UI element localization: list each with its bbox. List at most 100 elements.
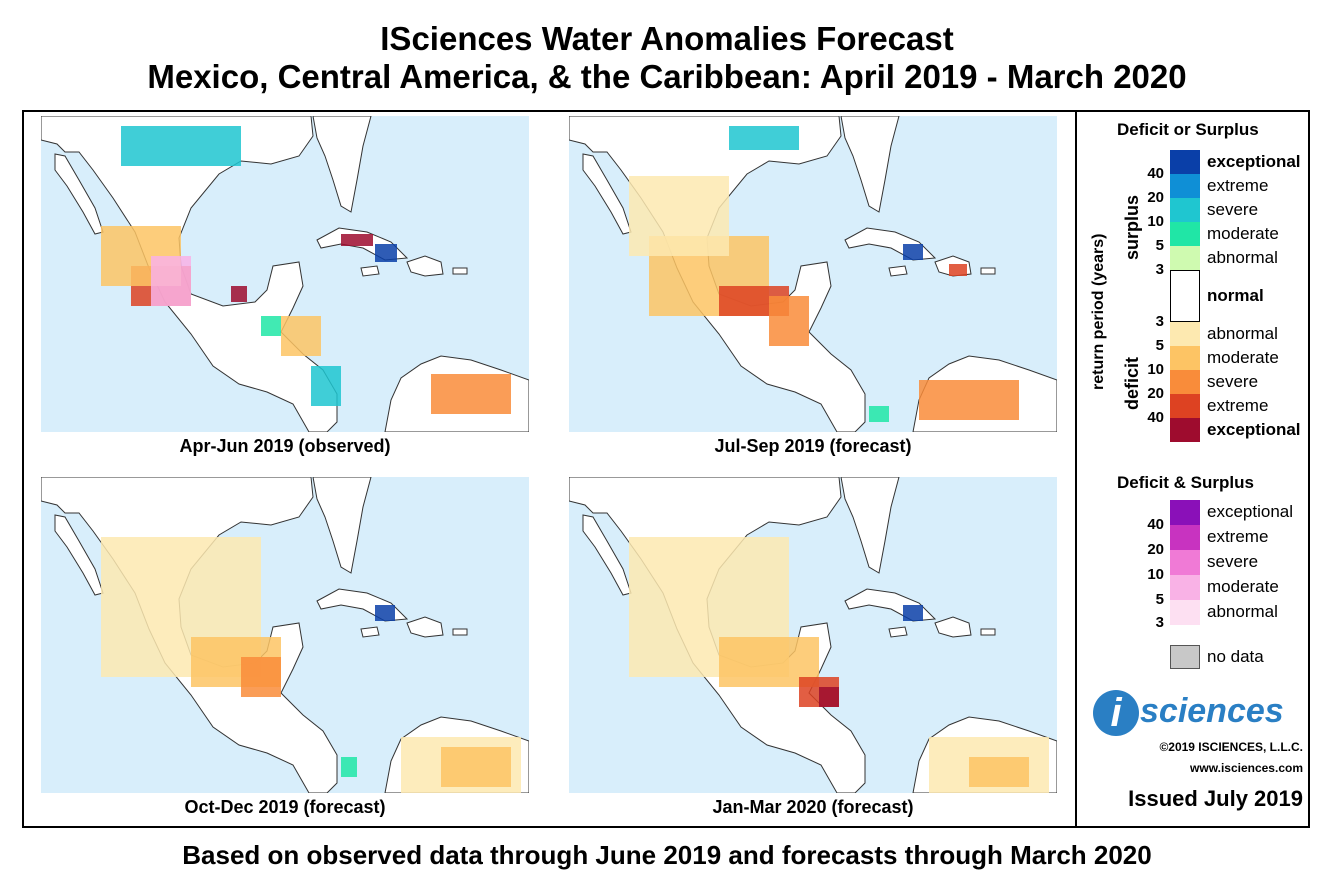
label-both-severe: severe	[1207, 552, 1259, 571]
panel-caption-oct-dec: Oct-Dec 2019 (forecast)	[184, 797, 386, 817]
label-deficit-exceptional: exceptional	[1207, 420, 1301, 439]
map-panel-jan-mar	[569, 477, 1057, 793]
label-surplus-extreme: extreme	[1207, 176, 1269, 195]
legend-axis-label: return period (years)	[1090, 233, 1107, 390]
deficit-num-5: 5	[1155, 337, 1164, 354]
map-panel-oct-dec	[41, 477, 529, 793]
label-normal: normal	[1207, 286, 1264, 305]
anomaly-cell	[281, 316, 321, 356]
surplus-num-5: 5	[1155, 237, 1164, 254]
swatch-surplus-severe	[1170, 198, 1200, 222]
both-num-10: 10	[1147, 566, 1164, 583]
anomaly-cell	[819, 687, 839, 707]
label-deficit-severe: severe	[1207, 372, 1259, 391]
label-deficit-extreme: extreme	[1207, 396, 1269, 415]
label-both-extreme: extreme	[1207, 527, 1269, 546]
map-subtitle: Mexico, Central America, & the Caribbean…	[147, 58, 1187, 95]
deficit-num-10: 10	[1147, 361, 1164, 378]
panel-caption-jul-sep: Jul-Sep 2019 (forecast)	[714, 436, 912, 456]
swatch-both-extreme	[1170, 525, 1200, 550]
map-apr-jun	[41, 116, 529, 432]
map-anomaly-cells	[101, 126, 511, 414]
anomaly-cell	[919, 380, 1019, 420]
anomaly-cell	[969, 757, 1029, 787]
label-both-exceptional: exceptional	[1207, 502, 1294, 521]
panel-caption-apr-jun: Apr-Jun 2019 (observed)	[179, 436, 391, 456]
anomaly-cell	[949, 264, 967, 276]
surplus-num-40: 40	[1147, 165, 1164, 182]
both-num-40: 40	[1147, 516, 1164, 533]
panel-caption-jan-mar: Jan-Mar 2020 (forecast)	[712, 797, 914, 817]
footer-note: Based on observed data through June 2019…	[182, 840, 1152, 870]
both-num-20: 20	[1147, 541, 1164, 558]
anomaly-cell	[151, 256, 191, 306]
swatch-both-severe	[1170, 550, 1200, 575]
anomaly-cell	[261, 316, 281, 336]
swatch-deficit-severe	[1170, 370, 1200, 394]
isciences-logo-text: sciences	[1140, 692, 1284, 730]
map-jan-mar	[569, 477, 1057, 793]
label-both-moderate: moderate	[1207, 577, 1279, 596]
surplus-num-10: 10	[1147, 213, 1164, 230]
label-deficit-moderate: moderate	[1207, 348, 1279, 367]
map-anomaly-cells	[629, 537, 1049, 793]
swatch-deficit-moderate	[1170, 346, 1200, 370]
anomaly-cell	[729, 126, 799, 150]
legend-title-deficit-and-surplus: Deficit & Surplus	[1117, 473, 1254, 492]
anomaly-cell	[431, 374, 511, 414]
anomaly-cell	[441, 747, 511, 787]
both-num-3: 3	[1155, 614, 1164, 631]
map-oct-dec	[41, 477, 529, 793]
swatch-normal	[1170, 270, 1200, 322]
anomaly-cell	[341, 234, 373, 246]
legend-title-deficit-or-surplus: Deficit or Surplus	[1117, 120, 1259, 139]
surplus-num-3: 3	[1155, 261, 1164, 278]
deficit-num-40: 40	[1147, 409, 1164, 426]
anomaly-cell	[121, 126, 241, 166]
deficit-num-3: 3	[1155, 313, 1164, 330]
anomaly-cell	[869, 406, 889, 422]
label-surplus-abnormal: abnormal	[1207, 248, 1278, 267]
anomaly-cell	[231, 286, 247, 302]
anomaly-cell	[375, 605, 395, 621]
issued-date: Issued July 2019	[1128, 786, 1303, 811]
figure-frame	[22, 110, 1310, 828]
swatch-surplus-moderate	[1170, 222, 1200, 246]
swatch-deficit-abnormal	[1170, 322, 1200, 346]
label-no-data: no data	[1207, 647, 1264, 666]
map-title: ISciences Water Anomalies Forecast	[380, 20, 954, 57]
label-surplus-exceptional: exceptional	[1207, 152, 1301, 171]
swatch-both-abnormal	[1170, 600, 1200, 625]
map-anomaly-cells	[629, 126, 1019, 422]
anomaly-cell	[903, 244, 923, 260]
swatch-both-exceptional	[1170, 500, 1200, 525]
swatch-no-data	[1170, 645, 1200, 669]
label-surplus-moderate: moderate	[1207, 224, 1279, 243]
label-deficit-abnormal: abnormal	[1207, 324, 1278, 343]
swatch-surplus-abnormal	[1170, 246, 1200, 270]
swatch-both-moderate	[1170, 575, 1200, 600]
anomaly-cell	[629, 176, 729, 256]
both-num-5: 5	[1155, 591, 1164, 608]
swatch-deficit-exceptional	[1170, 418, 1200, 442]
anomaly-cell	[241, 657, 281, 697]
anomaly-cell	[311, 366, 341, 406]
map-land	[41, 116, 529, 432]
isciences-logo-icon: i	[1093, 690, 1139, 736]
anomaly-cell	[769, 296, 809, 346]
map-panel-apr-jun	[41, 116, 529, 432]
legend-divider	[1075, 110, 1077, 828]
map-anomaly-cells	[101, 537, 521, 793]
map-jul-sep	[569, 116, 1057, 432]
swatch-surplus-exceptional	[1170, 150, 1200, 174]
surplus-num-20: 20	[1147, 189, 1164, 206]
label-surplus-severe: severe	[1207, 200, 1259, 219]
website: www.isciences.com	[1190, 761, 1303, 775]
swatch-surplus-extreme	[1170, 174, 1200, 198]
anomaly-cell	[375, 244, 397, 262]
anomaly-cell	[341, 757, 357, 777]
copyright: ©2019 ISCIENCES, L.L.C.	[1159, 740, 1303, 754]
label-both-abnormal: abnormal	[1207, 602, 1278, 621]
map-panel-jul-sep	[569, 116, 1057, 432]
anomaly-cell	[903, 605, 923, 621]
